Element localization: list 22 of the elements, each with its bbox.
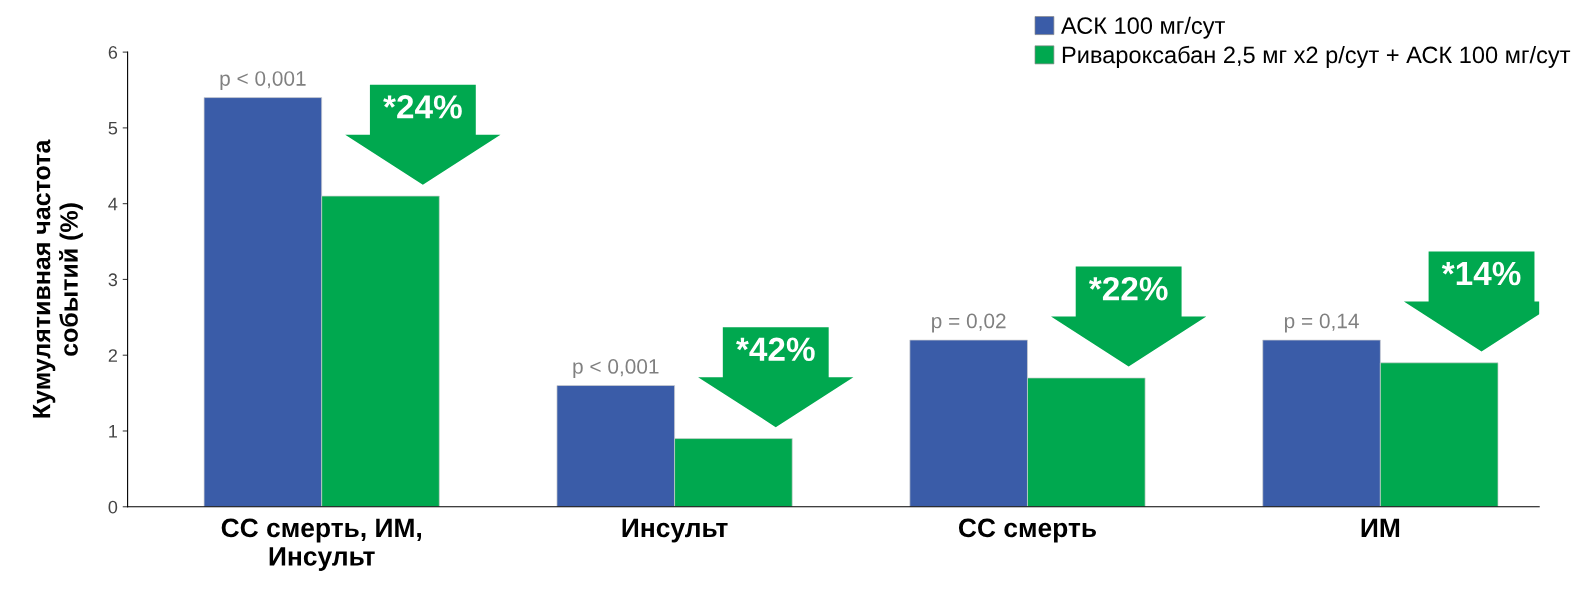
y-tick-label: 6 bbox=[108, 46, 118, 59]
x-tick-label: ИМ bbox=[1361, 518, 1400, 537]
y-tick-label: 2 bbox=[108, 349, 117, 362]
annotation: p < 0,001 bbox=[573, 359, 659, 378]
y-tick-label: 5 bbox=[108, 122, 118, 135]
x-tick-label: СС смерть bbox=[958, 518, 1096, 543]
annotation: *24% bbox=[383, 95, 462, 119]
y-tick-label: 3 bbox=[108, 273, 118, 287]
legend-label: АСК 100 мг/сут bbox=[1061, 16, 1225, 39]
annotation: p = 0,02 bbox=[932, 313, 1006, 333]
annotation: p = 0,14 bbox=[1284, 313, 1359, 333]
x-tick-label: СС смерть, ИМ, Инсульт bbox=[221, 518, 422, 571]
legend-label: Ривароксабан 2,5 мг x2 р/сут + АСК 100 мг/сут bbox=[1062, 45, 1571, 68]
annotation: p < 0,001 bbox=[220, 71, 306, 90]
annotation: *14% bbox=[1441, 261, 1521, 286]
y-axis-title: Кумулятивная частота событий (%) bbox=[32, 139, 83, 418]
annotation: *22% bbox=[1088, 276, 1168, 301]
y-tick-label: 0 bbox=[108, 500, 118, 514]
x-tick-label: Инсульт bbox=[622, 518, 728, 543]
y-tick-label: 1 bbox=[109, 425, 117, 438]
y-tick-label: 4 bbox=[108, 197, 118, 211]
annotation: *42% bbox=[736, 337, 815, 362]
